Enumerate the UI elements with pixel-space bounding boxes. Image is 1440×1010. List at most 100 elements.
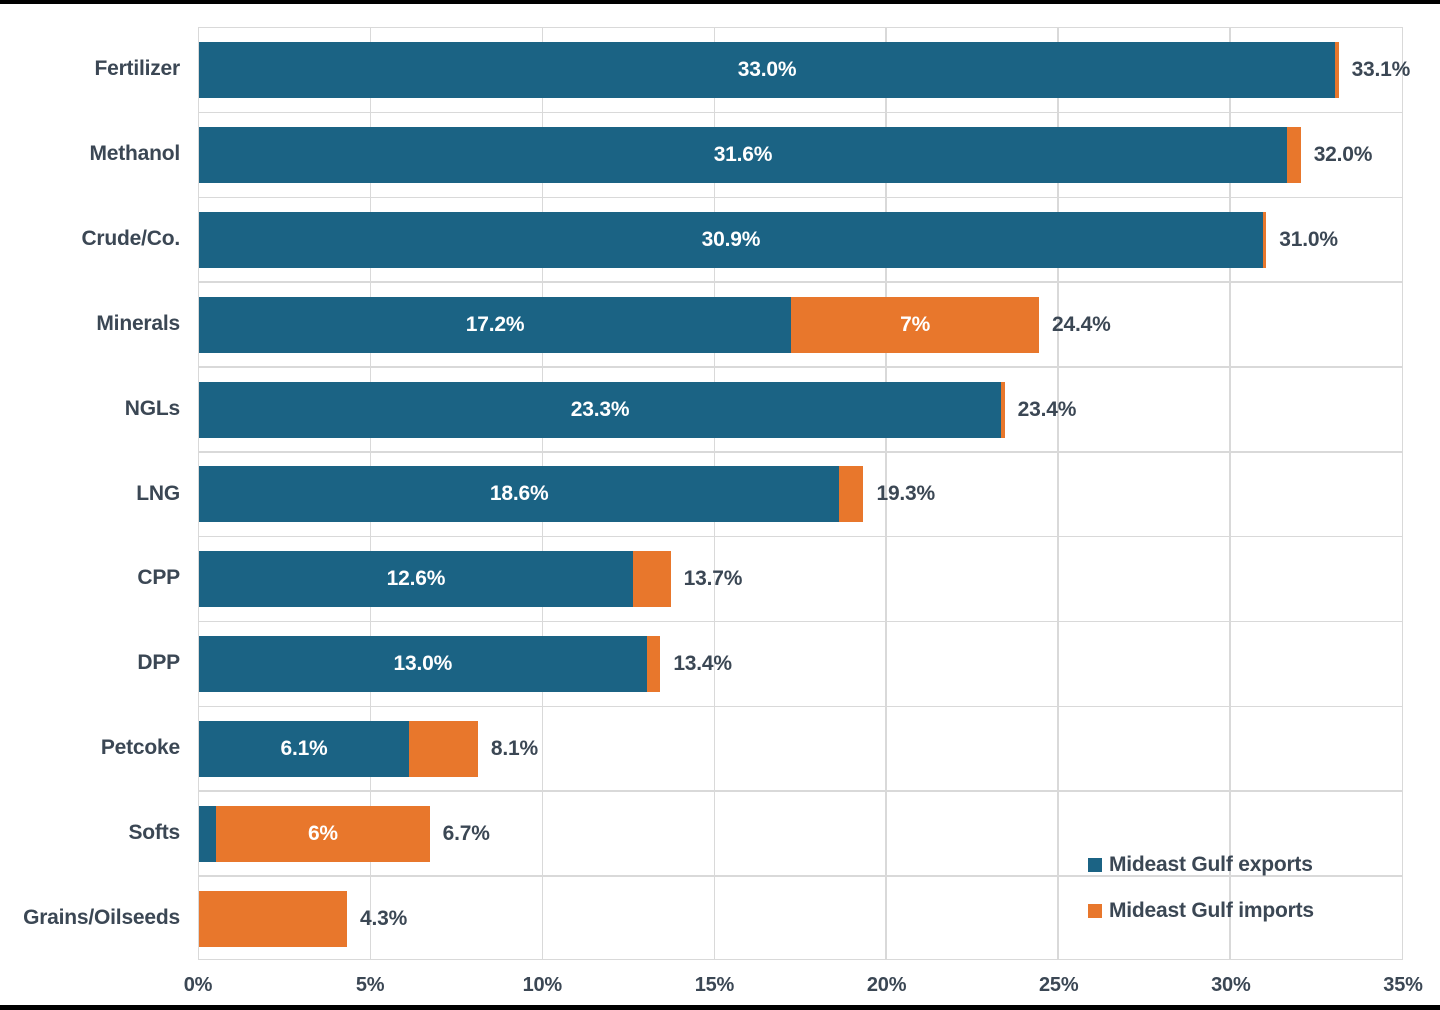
exports-value-label: 30.9% — [701, 228, 761, 252]
category-label: Minerals — [96, 311, 180, 335]
bar-row: 13.0% 13.4% — [199, 622, 1402, 707]
imports-value-label: 7% — [900, 312, 931, 336]
exports-segment: 30.9% — [199, 212, 1263, 269]
exports-segment — [199, 805, 217, 862]
x-tick-label: 20% — [866, 974, 907, 996]
bar-row: 6.1% 8.1% — [199, 707, 1402, 792]
exports-value-label: 12.6% — [386, 567, 446, 591]
bar-row: 6% 6.7% — [199, 791, 1402, 876]
legend: Mideast Gulf exports Mideast Gulf import… — [1088, 851, 1314, 943]
imports-segment: 6% — [216, 805, 430, 862]
category-label: Fertilizer — [94, 57, 180, 81]
bar-row: 31.6% 32.0% — [199, 113, 1402, 198]
exports-segment: 17.2% — [199, 296, 792, 353]
gridline-vertical — [1229, 28, 1231, 959]
gridline-horizontal — [199, 790, 1402, 792]
category-label: Petcoke — [100, 735, 180, 759]
gridline-vertical — [1057, 28, 1059, 959]
category-label: CPP — [137, 566, 180, 590]
x-tick-label: 0% — [183, 974, 213, 996]
imports-segment — [839, 466, 864, 523]
total-value-label: 8.1% — [490, 736, 538, 760]
exports-value-label: 6.1% — [280, 736, 328, 760]
stacked-bar: 31.6% — [199, 127, 1301, 184]
category-label: Grains/Oilseeds — [23, 905, 180, 929]
plot-area: 33.0% 33.1% 31.6% 32.0% 30.9% 31.0% 17.2% 7% 24.… — [198, 27, 1410, 961]
exports-segment: 33.0% — [199, 42, 1336, 99]
total-value-label: 23.4% — [1017, 397, 1077, 421]
imports-segment — [1001, 381, 1005, 438]
total-value-label: 31.0% — [1279, 228, 1338, 252]
exports-swatch-icon — [1088, 858, 1102, 872]
gridline-horizontal — [199, 111, 1402, 114]
imports-segment — [1286, 127, 1301, 184]
category-label: Methanol — [89, 142, 180, 166]
imports-segment — [646, 636, 661, 693]
imports-value-label: 6% — [307, 821, 338, 845]
exports-segment: 13.0% — [199, 636, 647, 693]
total-value-label: 19.3% — [876, 482, 936, 506]
total-value-label: 24.4% — [1052, 312, 1111, 336]
top-border-bar — [0, 0, 1440, 4]
category-label: NGLs — [124, 396, 180, 420]
exports-value-label: 33.0% — [737, 58, 797, 82]
stacked-bar: 6% — [199, 805, 430, 862]
exports-segment: 6.1% — [199, 720, 409, 777]
x-tick-label: 5% — [355, 974, 385, 996]
category-label: Softs — [128, 820, 180, 844]
total-value-label: 32.0% — [1313, 143, 1373, 167]
exports-value-label: 17.2% — [465, 312, 525, 336]
total-value-label: 4.3% — [360, 906, 408, 930]
x-tick-label: 30% — [1211, 974, 1251, 996]
total-value-label: 33.1% — [1351, 58, 1411, 82]
total-value-label: 6.7% — [442, 821, 490, 845]
gridline-horizontal — [199, 620, 1402, 623]
category-label: DPP — [137, 651, 180, 675]
legend-item-imports: Mideast Gulf imports — [1088, 897, 1314, 925]
imports-segment: 7% — [791, 296, 1040, 353]
x-tick-label: 25% — [1038, 974, 1079, 996]
gridline-vertical — [885, 28, 887, 959]
gridline-horizontal — [199, 705, 1402, 708]
stacked-bar: 23.3% — [199, 381, 1005, 438]
legend-item-exports: Mideast Gulf exports — [1088, 851, 1314, 879]
exports-value-label: 13.0% — [393, 652, 453, 676]
bar-row: 12.6% 13.7% — [199, 537, 1402, 622]
imports-segment — [632, 551, 671, 608]
imports-segment — [1262, 212, 1267, 269]
imports-swatch-icon — [1088, 904, 1102, 918]
exports-segment: 31.6% — [199, 127, 1287, 184]
gridline-horizontal — [199, 196, 1402, 199]
stacked-bar: 17.2% 7% — [199, 296, 1040, 353]
exports-segment: 12.6% — [199, 551, 633, 608]
total-value-label: 13.7% — [683, 567, 743, 591]
stacked-bar: 33.0% — [199, 42, 1339, 99]
bar-row: 4.3% — [199, 876, 1402, 961]
imports-segment — [199, 890, 348, 947]
bar-row: 23.3% 23.4% — [199, 367, 1402, 452]
total-value-label: 13.4% — [673, 652, 732, 676]
gridline-horizontal — [199, 451, 1402, 453]
bar-row: 17.2% 7% 24.4% — [199, 282, 1402, 367]
gridline-horizontal — [199, 535, 1402, 538]
exports-value-label: 23.3% — [570, 397, 630, 421]
gridline-horizontal — [199, 366, 1402, 368]
exports-segment: 18.6% — [199, 466, 840, 523]
bar-row: 18.6% 19.3% — [199, 452, 1402, 537]
exports-value-label: 31.6% — [713, 143, 773, 167]
category-label: LNG — [136, 481, 180, 505]
bar-row: 30.9% 31.0% — [199, 198, 1402, 283]
exports-segment: 23.3% — [199, 381, 1002, 438]
stacked-bar: 30.9% — [199, 212, 1267, 269]
stacked-bar — [199, 890, 348, 947]
bar-row: 33.0% 33.1% — [199, 28, 1410, 113]
x-tick-label: 10% — [522, 974, 563, 996]
bottom-border-bar — [0, 1005, 1440, 1010]
legend-label-imports: Mideast Gulf imports — [1109, 899, 1314, 922]
category-label: Crude/Co. — [81, 227, 180, 251]
stacked-bar: 12.6% — [199, 551, 671, 608]
gridline-horizontal — [199, 281, 1402, 283]
stacked-bar: 18.6% — [199, 466, 864, 523]
imports-segment — [409, 720, 478, 777]
gridline-horizontal — [199, 875, 1402, 877]
